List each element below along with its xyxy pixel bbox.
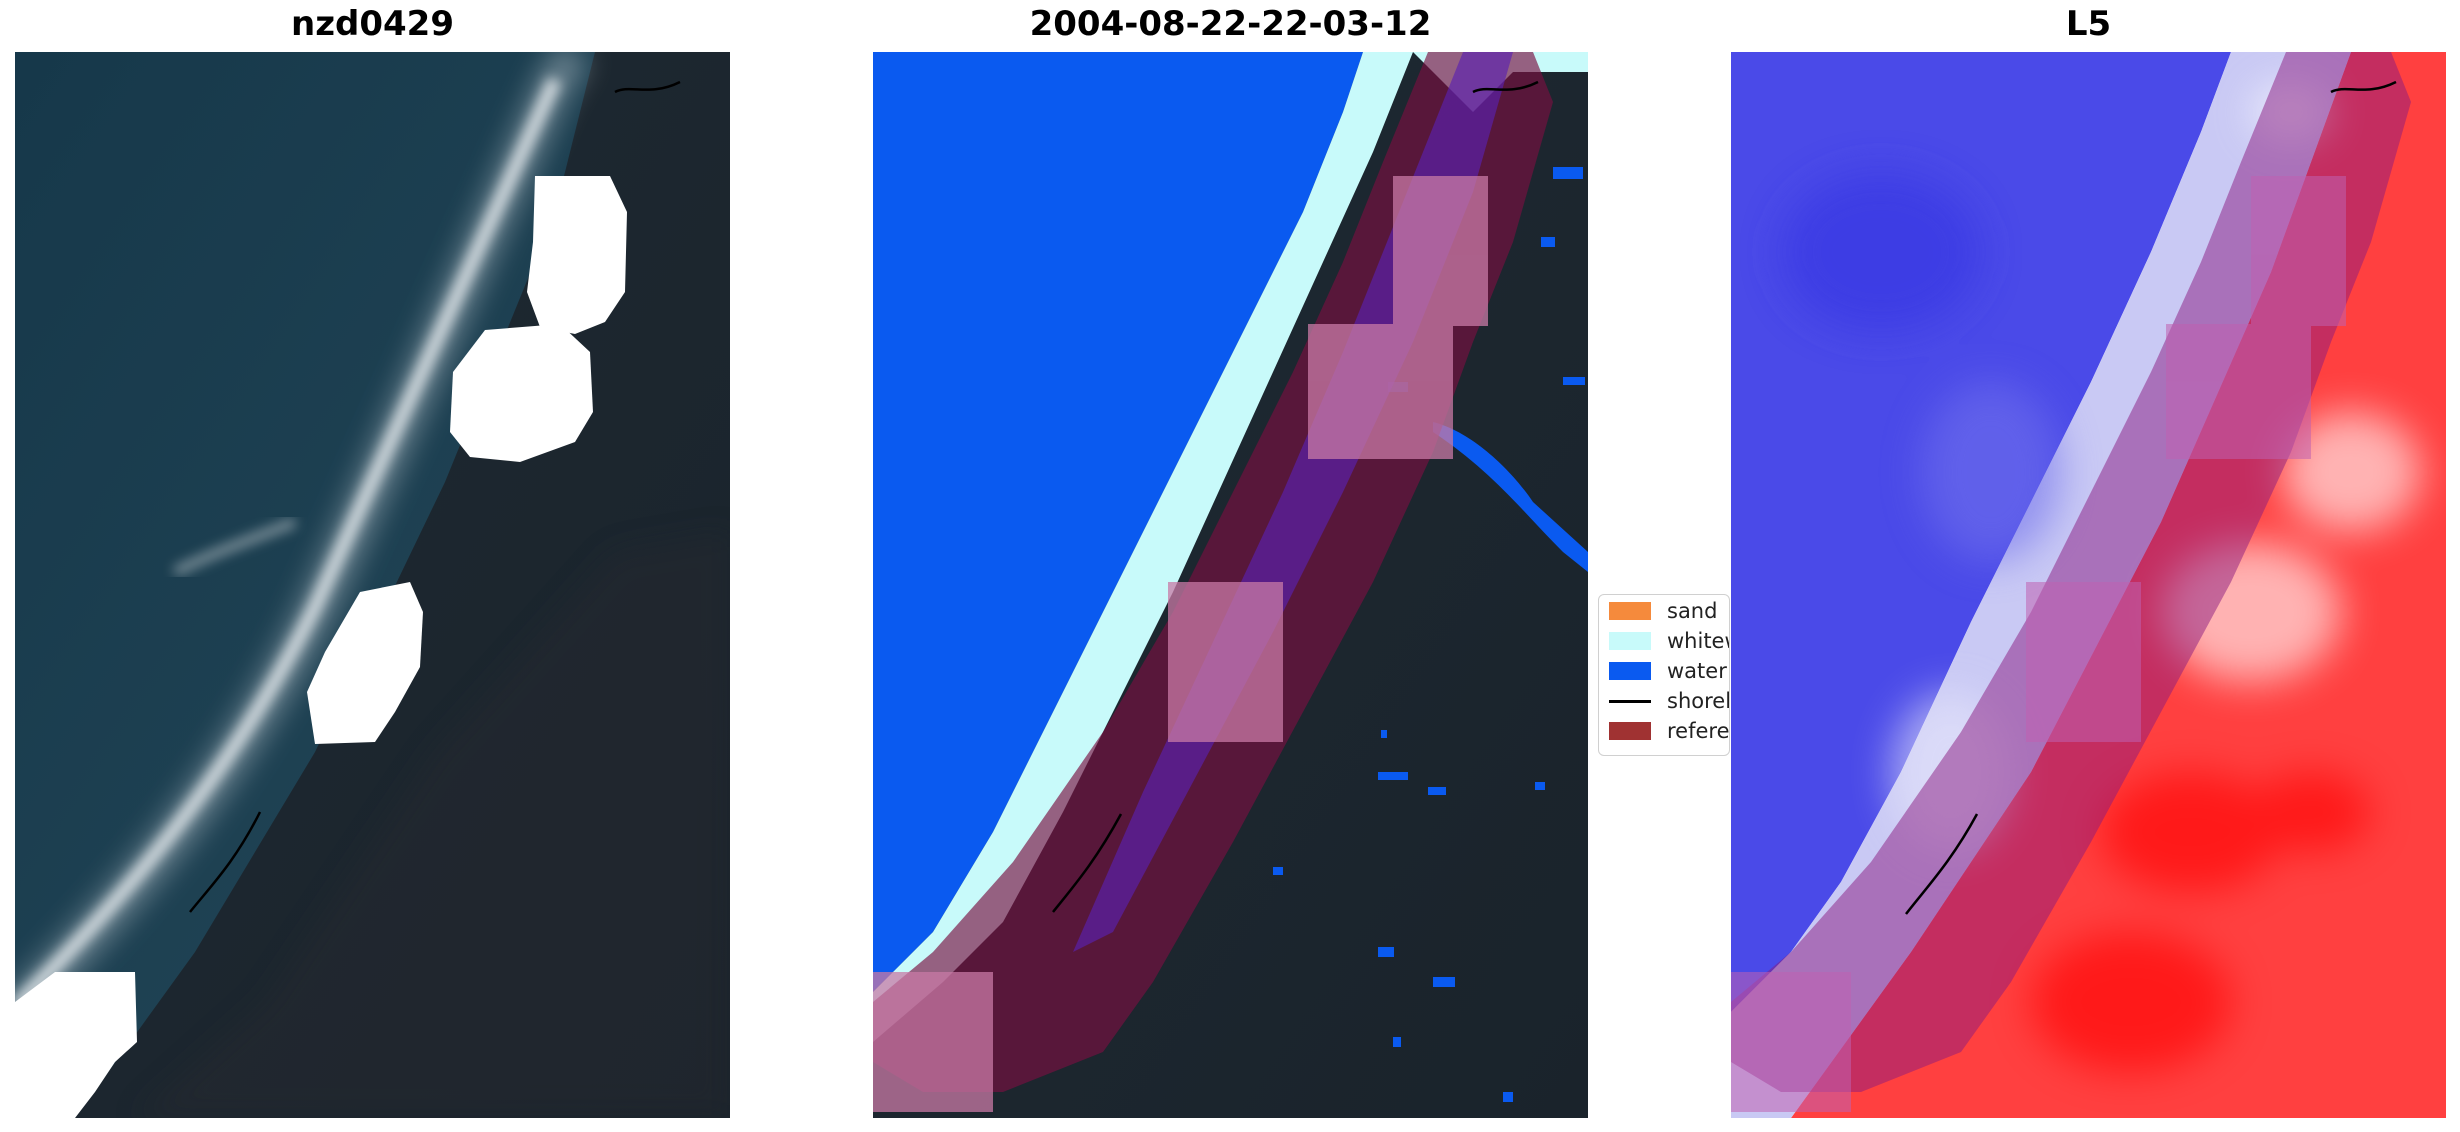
legend-line-shoreline: [1609, 699, 1651, 703]
index-panel: [1731, 52, 2446, 1118]
legend-label-shoreline: shorel: [1667, 689, 1730, 713]
legend-item-reference: referen: [1609, 717, 1730, 745]
panel-title-index: L5: [2065, 4, 2112, 44]
cloud-mask: [15, 176, 627, 1118]
rgb-image-panel: [15, 52, 730, 1118]
legend-label-water: water: [1667, 659, 1727, 683]
whitewater-class-area: [873, 52, 1413, 1042]
legend-label-sand: sand: [1667, 599, 1718, 623]
legend-item-sand: sand: [1609, 597, 1717, 625]
classification-panel: [873, 52, 1588, 1118]
water-class-area: [873, 52, 1363, 992]
legend-swatch-sand: [1609, 602, 1651, 620]
legend-swatch-whitewater: [1609, 632, 1651, 650]
legend-item-shoreline: shorel: [1609, 687, 1730, 715]
legend-swatch-water: [1609, 662, 1651, 680]
shoreline: [1052, 813, 1123, 913]
panel-title-rgb: nzd0429: [291, 4, 454, 44]
legend-label-reference: referen: [1667, 719, 1730, 743]
legend-item-water: water: [1609, 657, 1727, 685]
panel-title-classification: 2004-08-22-22-03-12: [1029, 4, 1432, 44]
reference-buffer: [1731, 52, 2411, 1092]
legend-swatch-reference: [1609, 722, 1651, 740]
shoreline: [1905, 813, 1979, 915]
shoreline: [189, 811, 262, 913]
